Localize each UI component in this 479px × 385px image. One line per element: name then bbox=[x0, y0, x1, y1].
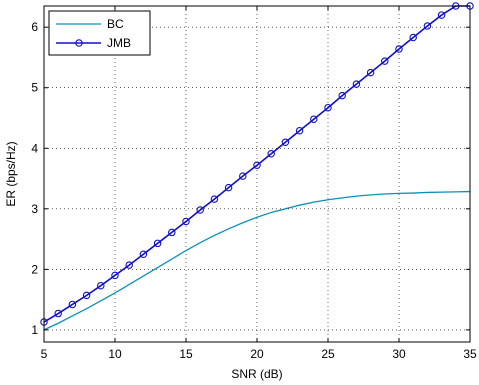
x-tick-label: 10 bbox=[108, 347, 122, 361]
x-tick-label: 15 bbox=[179, 347, 193, 361]
x-tick-label: 5 bbox=[41, 347, 48, 361]
data-point-jmb bbox=[82, 291, 91, 300]
series-line-bc bbox=[43, 190, 471, 331]
grid bbox=[43, 6, 471, 342]
data-point-jmb bbox=[366, 68, 375, 77]
data-point-jmb bbox=[182, 217, 190, 226]
data-point-jmb bbox=[153, 239, 162, 248]
data-point-jmb bbox=[338, 91, 346, 100]
data-point-jmb bbox=[423, 22, 432, 30]
data-point-jmb bbox=[239, 172, 247, 180]
y-tick-label: 3 bbox=[31, 202, 38, 216]
data-point-jmb bbox=[139, 250, 148, 258]
legend-marker-jmb bbox=[75, 39, 83, 47]
x-tick-label: 35 bbox=[463, 347, 477, 361]
data-point-jmb bbox=[196, 206, 204, 214]
legend-box bbox=[48, 10, 151, 56]
legend-label-jmb: JMB bbox=[107, 36, 131, 50]
legend-label-bc: BC bbox=[107, 17, 124, 31]
x-tick-label: 30 bbox=[392, 347, 406, 361]
x-axis-label: SNR (dB) bbox=[231, 367, 282, 381]
data-point-jmb bbox=[310, 115, 318, 123]
x-tick-label: 20 bbox=[250, 347, 264, 361]
data-point-jmb bbox=[54, 309, 62, 318]
y-tick-label: 5 bbox=[31, 81, 38, 95]
y-tick-label: 6 bbox=[31, 20, 38, 34]
data-point-jmb bbox=[168, 228, 176, 237]
data-point-jmb bbox=[125, 261, 133, 269]
data-point-jmb bbox=[381, 57, 389, 65]
data-point-jmb bbox=[267, 149, 275, 158]
data-point-jmb bbox=[395, 45, 403, 53]
data-point-jmb bbox=[210, 195, 219, 203]
legend: BC JMB bbox=[48, 10, 151, 56]
y-axis-label: ER (bps/Hz) bbox=[4, 141, 18, 206]
data-point-jmb bbox=[97, 281, 105, 290]
series-line-jmb bbox=[43, 5, 470, 323]
data-point-jmb bbox=[295, 126, 304, 135]
data-point-jmb bbox=[224, 183, 233, 192]
data-point-jmb bbox=[111, 271, 119, 280]
data-point-jmb bbox=[352, 80, 361, 88]
y-tick-label: 1 bbox=[31, 323, 38, 337]
y-tick-label: 4 bbox=[31, 141, 38, 155]
data-point-jmb bbox=[281, 138, 290, 146]
data-point-jmb bbox=[409, 33, 417, 42]
data-point-jmb bbox=[68, 300, 77, 309]
data-point-jmb bbox=[437, 11, 446, 19]
series-group bbox=[40, 2, 474, 331]
x-tick-label: 25 bbox=[321, 347, 335, 361]
data-point-jmb bbox=[324, 103, 332, 112]
ticks: 5 10 15 20 25 30 35 1 2 3 4 5 6 bbox=[31, 6, 477, 361]
data-point-jmb bbox=[253, 161, 261, 169]
y-tick-label: 2 bbox=[31, 262, 38, 276]
